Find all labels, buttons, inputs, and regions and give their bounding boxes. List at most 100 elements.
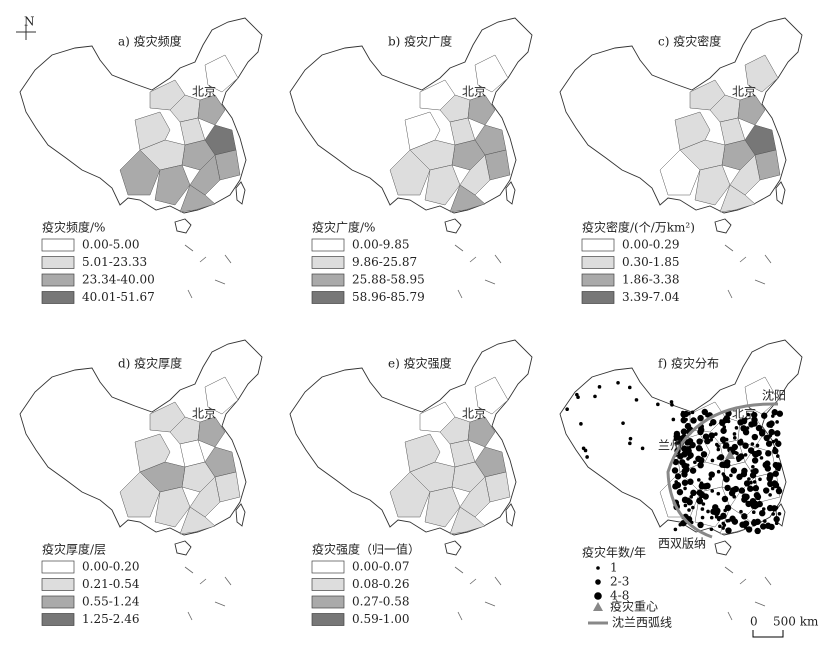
epidemic-dot: [710, 418, 717, 426]
epidemic-dot: [775, 420, 779, 424]
epidemic-dot: [768, 523, 775, 531]
legend-swatch: [41, 256, 75, 269]
province: [404, 433, 441, 473]
legend-swatch: [311, 578, 345, 591]
epidemic-dot: [741, 513, 748, 520]
epidemic-dot: [772, 470, 779, 477]
epidemic-dot: [579, 422, 583, 426]
epidemic-dot: [697, 414, 704, 422]
legend-label: 1.25-2.46: [82, 612, 140, 626]
province: [459, 476, 491, 518]
legend-title: 疫灾频度/%: [42, 220, 105, 235]
legend-label: 0.55-1.24: [82, 595, 140, 609]
epidemic-dot: [686, 499, 693, 506]
epidemic-dot: [702, 433, 710, 440]
legend-label: 0.08-0.26: [352, 577, 410, 591]
epidemic-dot: [743, 480, 751, 487]
epidemic-dot: [697, 478, 701, 482]
epidemic-dot: [674, 480, 679, 484]
legend-label: 疫灾重心: [610, 599, 658, 614]
epidemic-dot: [701, 502, 706, 506]
legend-title: 疫灾厚度/层: [42, 542, 106, 557]
epidemic-dot: [771, 480, 778, 487]
epidemic-dot: [719, 436, 727, 443]
epidemic-dot: [700, 515, 705, 520]
epidemic-dot: [734, 451, 738, 455]
epidemic-dot: [756, 495, 760, 500]
legend-label: 0.00-5.00: [82, 238, 140, 252]
epidemic-dot: [687, 452, 694, 459]
epidemic-dot: [689, 495, 694, 499]
epidemic-dot: [744, 442, 749, 447]
epidemic-dot: [669, 400, 674, 404]
epidemic-dot: [718, 524, 722, 529]
epidemic-dot: [722, 428, 726, 433]
epidemic-dot: [775, 440, 782, 447]
city-label: 北京: [192, 407, 216, 421]
epidemic-dot: [771, 512, 775, 516]
legend-swatch: [41, 613, 75, 626]
epidemic-dot: [671, 417, 676, 422]
epidemic-dot: [747, 447, 755, 454]
epidemic-dot: [701, 408, 709, 416]
epidemic-dot: [764, 460, 771, 467]
epidemic-dot: [766, 504, 774, 512]
epidemic-dot: [734, 426, 739, 430]
legend-dot: [594, 592, 602, 600]
epidemic-dot: [751, 457, 759, 464]
province: [154, 486, 191, 528]
epidemic-dot: [742, 429, 750, 436]
epidemic-dot: [597, 385, 602, 389]
epidemic-dot: [739, 521, 746, 528]
legend-title: 疫灾强度（归一值）: [312, 542, 420, 557]
legend-label: 40.01-51.67: [82, 290, 155, 304]
epidemic-dot: [697, 461, 704, 469]
epidemic-dot: [761, 412, 768, 419]
epidemic-dot: [710, 489, 715, 493]
province: [389, 471, 431, 518]
epidemic-dot: [710, 458, 715, 463]
legend-swatch: [41, 560, 75, 574]
epidemic-dot: [700, 451, 708, 458]
epidemic-dot: [684, 417, 688, 422]
legend-label: 58.96-85.79: [352, 290, 425, 304]
epidemic-dot: [758, 477, 762, 482]
legend-swatch: [581, 291, 615, 304]
province: [189, 476, 221, 518]
epidemic-dot: [750, 469, 755, 473]
epidemic-dot: [765, 440, 773, 447]
island: [505, 503, 516, 527]
province: [119, 471, 161, 518]
epidemic-dot: [690, 417, 697, 424]
arc-line: [666, 402, 779, 539]
epidemic-dot: [768, 428, 775, 436]
epidemic-dot: [627, 385, 632, 390]
epidemic-dot: [745, 526, 753, 533]
epidemic-dot: [759, 456, 764, 460]
south-sea-islands: [724, 566, 772, 621]
province: [719, 184, 756, 213]
epidemic-dot: [684, 468, 688, 472]
province: [449, 184, 486, 213]
epidemic-dot: [676, 488, 684, 496]
epidemic-dot: [760, 523, 767, 530]
epidemic-dot: [768, 433, 773, 438]
epidemic-dot: [690, 489, 697, 497]
epidemic-dot: [772, 446, 777, 451]
centroid-marker: [725, 450, 735, 459]
epidemic-dot: [771, 439, 776, 444]
epidemic-dot: [714, 432, 718, 436]
province: [404, 111, 441, 151]
epidemic-dot: [709, 515, 714, 520]
province: [197, 94, 226, 126]
province: [179, 506, 216, 535]
epidemic-dot: [751, 433, 759, 441]
epidemic-dot: [709, 527, 714, 532]
epidemic-dot: [634, 398, 639, 402]
legend-label: 沈兰西弧线: [612, 615, 672, 630]
scale-label: 500 km: [773, 615, 819, 629]
epidemic-dot: [675, 441, 679, 445]
south-sea-islands: [454, 244, 502, 299]
